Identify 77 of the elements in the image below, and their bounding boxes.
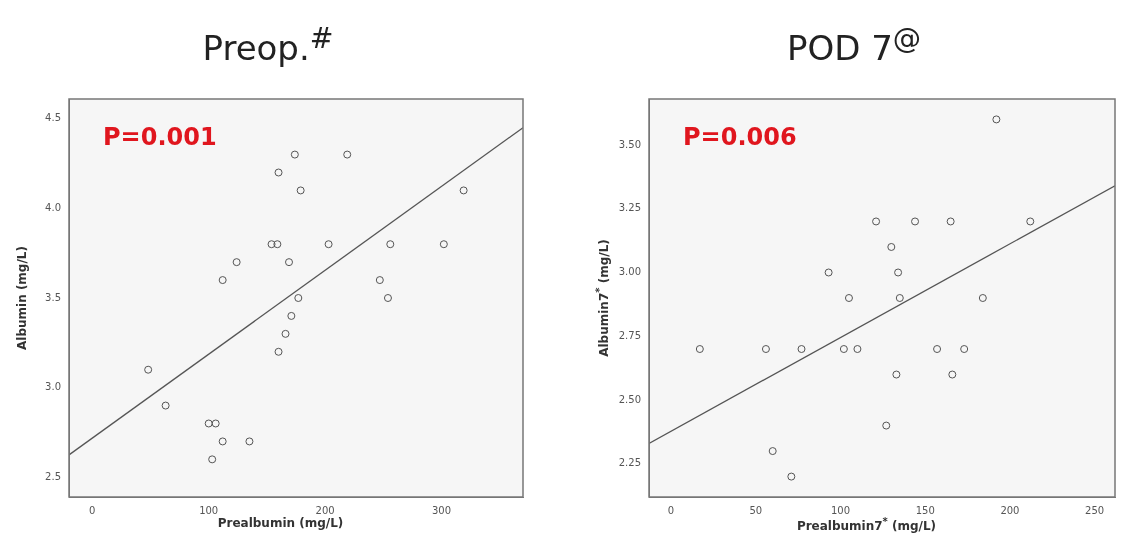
point — [894, 268, 903, 277]
point — [824, 268, 833, 277]
point — [892, 370, 901, 379]
y-tick-label: 3.50 — [618, 138, 641, 150]
point — [211, 419, 220, 428]
x-axis-title: Prealbumin7$^{*}$ (mg/L) — [795, 516, 938, 533]
x-axis-title: Prealbumin (mg/L) — [216, 516, 345, 530]
point — [375, 276, 384, 285]
chart-title: Preop.$^{#}$ — [201, 22, 335, 69]
point — [281, 329, 290, 338]
point — [887, 242, 896, 251]
y-tick-label: 3.0 — [45, 381, 61, 393]
y-tick-label: 4.0 — [45, 201, 61, 213]
point — [844, 294, 853, 302]
point — [144, 365, 153, 374]
x-tick-label: 50 — [749, 504, 763, 516]
point — [208, 455, 217, 464]
point — [797, 345, 806, 354]
point — [218, 437, 227, 446]
y-tick-label: 2.50 — [618, 393, 641, 405]
point — [218, 276, 227, 285]
annotation: P=0.006 — [683, 123, 797, 152]
point — [839, 345, 848, 354]
point — [324, 240, 333, 249]
point — [787, 472, 796, 481]
point — [853, 345, 862, 354]
point — [768, 447, 777, 456]
y-tick-label: 3.00 — [618, 266, 641, 278]
x-tick-label: 100 — [199, 504, 219, 516]
point — [267, 240, 276, 249]
x-tick-label: 100 — [830, 504, 851, 516]
point — [695, 345, 704, 354]
point — [895, 294, 904, 302]
point — [245, 437, 254, 446]
point — [882, 421, 891, 430]
point — [960, 345, 969, 354]
chart-title: POD 7$^{@}$ — [785, 22, 923, 69]
x-tick-label: 0 — [667, 504, 675, 516]
point — [1026, 217, 1035, 226]
y-tick-label: 4.5 — [45, 112, 61, 124]
point — [343, 150, 352, 159]
y-tick-label: 3.25 — [618, 202, 641, 214]
point — [161, 401, 170, 410]
y-tick-label: 2.25 — [618, 457, 641, 469]
x-tick-label: 200 — [1000, 504, 1020, 516]
point — [872, 217, 881, 226]
x-tick-label: 0 — [89, 504, 96, 516]
point — [274, 168, 283, 177]
point — [946, 217, 955, 226]
point — [439, 240, 448, 249]
x-tick-label: 200 — [315, 504, 335, 516]
point — [287, 311, 296, 320]
point — [911, 217, 920, 226]
point — [761, 345, 770, 354]
y-axis-title: Albumin (mg/L) — [15, 246, 29, 350]
point — [294, 294, 303, 302]
point — [933, 345, 942, 354]
x-tick-label: 300 — [431, 504, 452, 516]
y-tick-label: 3.5 — [45, 291, 61, 303]
y-tick-label: 2.75 — [618, 329, 641, 341]
point — [273, 240, 282, 249]
point — [290, 150, 299, 159]
point — [992, 115, 1001, 124]
point — [285, 258, 294, 267]
point — [232, 258, 241, 267]
y-tick-label: 2.5 — [45, 470, 61, 482]
point — [948, 370, 957, 379]
point — [978, 294, 987, 302]
point — [383, 294, 392, 302]
x-tick-label: 250 — [1085, 504, 1105, 516]
point — [386, 240, 395, 249]
x-tick-label: 150 — [915, 504, 935, 516]
point — [296, 186, 305, 195]
point — [459, 186, 468, 195]
point — [274, 347, 283, 356]
point — [204, 419, 213, 428]
annotation: P=0.001 — [103, 123, 217, 152]
